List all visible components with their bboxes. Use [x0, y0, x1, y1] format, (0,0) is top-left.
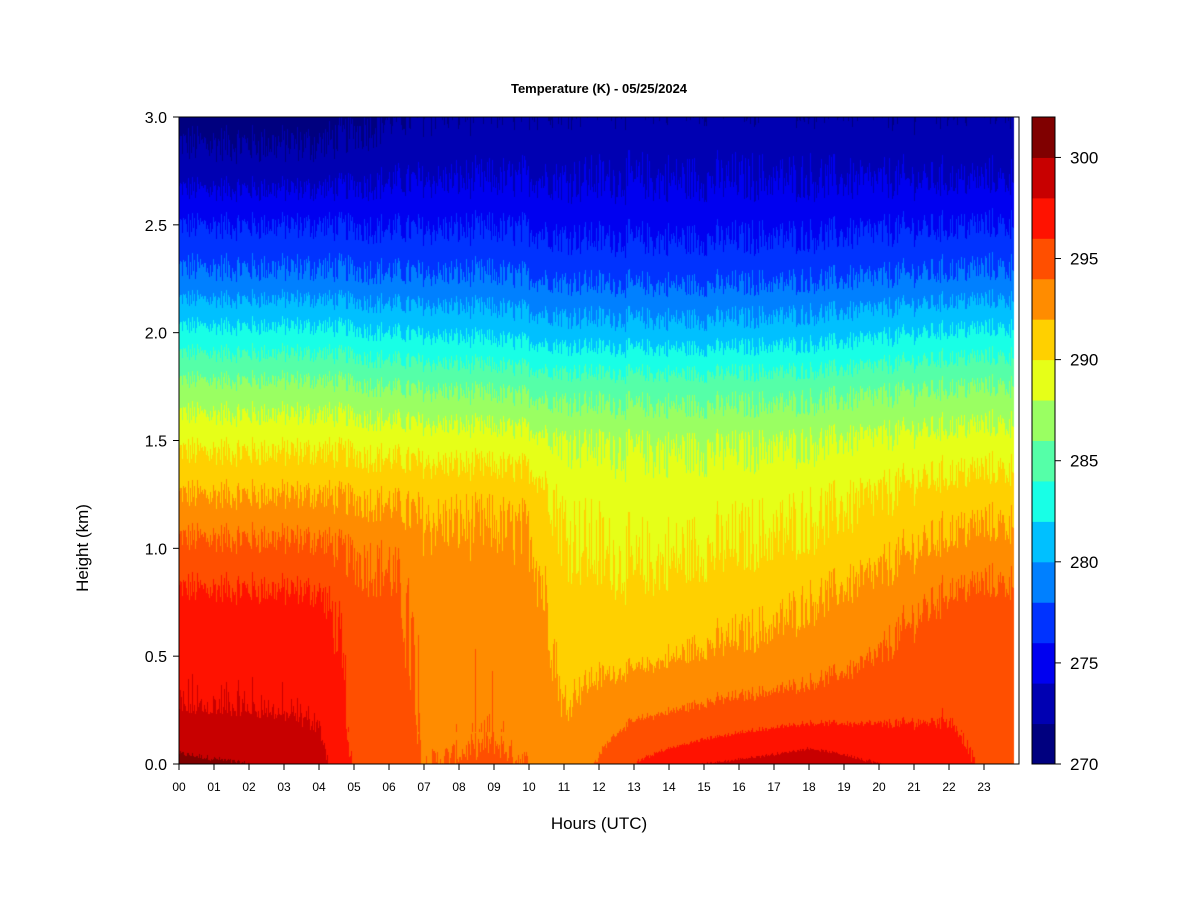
colorbar-segment: [1032, 278, 1055, 320]
colorbar-segment: [1032, 683, 1055, 725]
colorbar-tick-label: 280: [1070, 553, 1098, 572]
colorbar-segment: [1032, 440, 1055, 482]
chart-title: Temperature (K) - 05/25/2024: [511, 81, 688, 96]
x-tick-label: 10: [522, 780, 536, 794]
colorbar: 270 275 280 285 290 295 300: [1031, 116, 1098, 774]
x-axis: 00 01 02 03 04 05 06 07 08 09 10 11 12 13 14 15 16 17 18 19…: [172, 764, 991, 794]
x-tick-label: 06: [382, 780, 396, 794]
colorbar-tick-label: 290: [1070, 351, 1098, 370]
colorbar-tick-label: 285: [1070, 452, 1098, 471]
colorbar-tick-label: 295: [1070, 250, 1098, 269]
heatmap-image: [179, 117, 1019, 764]
x-tick-label: 17: [767, 780, 781, 794]
x-tick-label: 22: [942, 780, 956, 794]
x-tick-label: 09: [487, 780, 501, 794]
x-tick-label: 04: [312, 780, 326, 794]
colorbar-tick-label: 270: [1070, 755, 1098, 774]
x-tick-label: 05: [347, 780, 361, 794]
colorbar-segment: [1032, 642, 1055, 684]
y-tick-label: 0.0: [145, 757, 167, 774]
colorbar-segment: [1032, 480, 1055, 522]
x-tick-label: 18: [802, 780, 816, 794]
y-tick-label: 0.5: [145, 649, 167, 666]
y-tick-label: 3.0: [145, 110, 167, 127]
colorbar-segment: [1032, 723, 1055, 765]
colorbar-frame: [1031, 116, 1056, 765]
colorbar-segment: [1032, 521, 1055, 563]
x-tick-label: 19: [837, 780, 851, 794]
x-tick-label: 01: [207, 780, 221, 794]
x-tick-label: 12: [592, 780, 606, 794]
colorbar-tick-label: 275: [1070, 654, 1098, 673]
x-tick-label: 03: [277, 780, 291, 794]
colorbar-segment: [1032, 359, 1055, 401]
x-axis-label: Hours (UTC): [551, 814, 647, 833]
y-axis: 0.0 0.5 1.0 1.5 2.0 2.5 3.0: [145, 110, 179, 774]
x-tick-label: 11: [558, 780, 571, 794]
x-tick-label: 15: [697, 780, 711, 794]
y-tick-label: 1.0: [145, 541, 167, 558]
y-tick-label: 1.5: [145, 434, 167, 451]
colorbar-segment: [1032, 400, 1055, 441]
chart-title-group: Temperature (K) - 05/25/2024: [511, 81, 688, 96]
y-tick-label: 2.0: [145, 326, 167, 343]
colorbar-segment: [1032, 238, 1055, 280]
plot-area: [179, 117, 1019, 764]
colorbar-segment: [1032, 602, 1055, 644]
y-axis-label: Height (km): [73, 504, 92, 592]
x-tick-label: 14: [662, 780, 676, 794]
colorbar-segment: [1032, 197, 1055, 239]
x-tick-label: 16: [732, 780, 746, 794]
x-tick-label: 21: [907, 780, 921, 794]
x-tick-label: 23: [977, 780, 991, 794]
colorbar-tick-label: 300: [1070, 148, 1098, 167]
x-tick-label: 08: [452, 780, 466, 794]
x-tick-label: 00: [172, 780, 186, 794]
colorbar-segment: [1032, 561, 1055, 603]
colorbar-segment: [1032, 157, 1055, 199]
x-tick-label: 02: [242, 780, 256, 794]
y-tick-label: 2.5: [145, 218, 167, 235]
x-tick-label: 13: [627, 780, 641, 794]
colorbar-segment: [1032, 319, 1055, 361]
x-tick-label: 07: [417, 780, 431, 794]
x-tick-label: 20: [872, 780, 886, 794]
colorbar-segment: [1032, 117, 1055, 158]
